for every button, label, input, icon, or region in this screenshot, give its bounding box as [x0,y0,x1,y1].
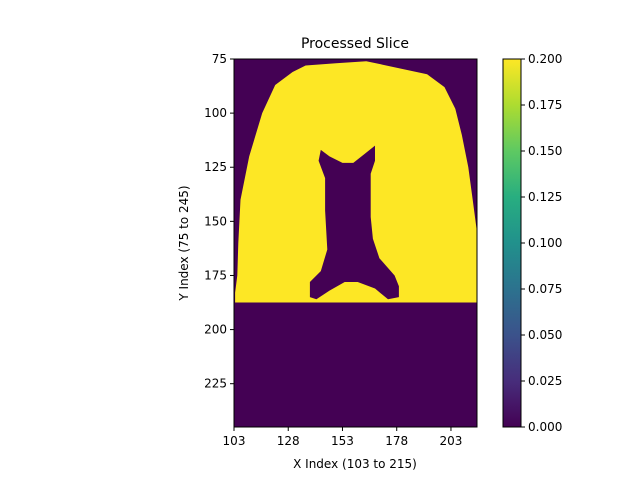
x-axis: 103 128 153 178 203 [223,427,463,448]
y-tick-label: 200 [204,323,227,337]
x-tick-label: 203 [440,434,463,448]
x-axis-label: X Index (103 to 215) [293,457,417,471]
y-tick-label: 150 [204,214,227,228]
y-axis: 75 100 125 150 175 200 225 [204,52,234,391]
colorbar-tick-label: 0.025 [528,374,562,388]
colorbar-gradient [503,59,521,427]
colorbar-tick-label: 0.200 [528,52,562,66]
y-tick-label: 175 [204,268,227,282]
x-tick-label: 103 [223,434,246,448]
plot-area [233,58,478,428]
plot-frame [233,58,478,428]
y-tick-label: 75 [212,52,227,66]
colorbar-tick-label: 0.050 [528,328,562,342]
y-tick-label: 225 [204,377,227,391]
colorbar-tick-label: 0.075 [528,282,562,296]
colorbar-tick-label: 0.100 [528,236,562,250]
colorbar-tick-label: 0.150 [528,144,562,158]
colorbar-tick-label: 0.175 [528,98,562,112]
inner-region [309,145,399,300]
y-tick-label: 100 [204,106,227,120]
x-tick-label: 153 [331,434,354,448]
x-tick-label: 128 [277,434,300,448]
y-axis-label: Y Index (75 to 245) [177,185,191,301]
chart-title: Processed Slice [301,36,409,52]
colorbar-ticks: 0.000 0.025 0.050 0.075 0.100 0.125 0.150 0.175… [521,52,562,434]
colorbar: 0.000 0.025 0.050 0.075 0.100 0.125 0.150 0.175… [502,52,562,434]
x-tick-label: 178 [385,434,408,448]
colorbar-tick-label: 0.000 [528,420,562,434]
colorbar-tick-label: 0.125 [528,190,562,204]
y-tick-label: 125 [204,160,227,174]
